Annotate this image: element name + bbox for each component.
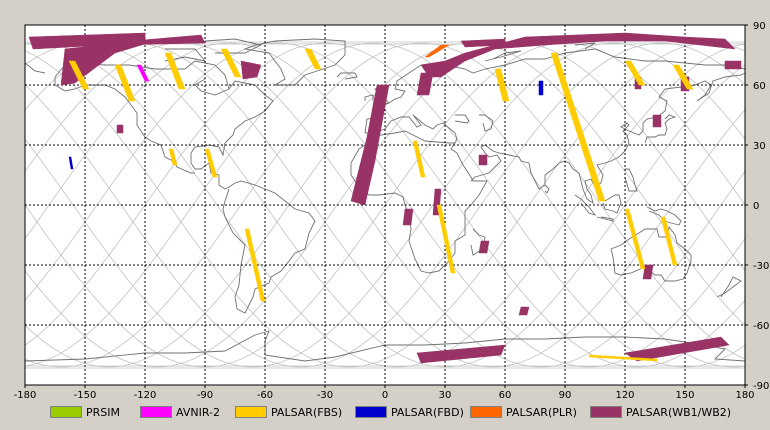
wb-russia-2 <box>460 38 506 48</box>
legend-label-palsar-wb: PALSAR(WB1/WB2) <box>626 405 732 419</box>
legend-item-prsim: PRSIM <box>50 404 120 420</box>
wb-kamchatka <box>724 60 742 70</box>
y-tick-label: 30 <box>753 141 766 152</box>
legend-label-palsar-fbs: PALSAR(FBS) <box>271 405 343 419</box>
wb-alaska-arc <box>84 34 206 46</box>
legend-swatch-palsar-fbs <box>235 406 267 418</box>
wb-australia <box>642 264 654 280</box>
plr-1 <box>424 44 450 58</box>
coastline <box>479 114 494 132</box>
x-tick-label: 180 <box>735 390 754 400</box>
fbs-europe <box>494 68 510 102</box>
wb-scand-2 <box>416 72 434 96</box>
coastline <box>24 62 46 74</box>
coastline <box>602 194 622 214</box>
map-figure: -180 -150 -120 -90 -60 -30 0 30 60 90 120 150 180 90… <box>13 21 770 400</box>
wb-japan <box>652 114 662 128</box>
fbs-africa-2 <box>412 140 426 178</box>
y-tick-label: -60 <box>753 321 769 332</box>
coastline <box>243 38 346 86</box>
wb-atlantic-long <box>350 84 390 206</box>
observation-swaths <box>28 32 742 364</box>
legend-item-palsar-fbs: PALSAR(FBS) <box>235 404 342 420</box>
coastline <box>204 38 263 54</box>
wb-kerguelen <box>518 306 530 316</box>
y-tick-label: -30 <box>753 261 769 272</box>
fbs-antarctic <box>588 354 658 362</box>
legend-label-prsim: PRSIM <box>86 405 120 419</box>
x-tick-label: -150 <box>74 390 97 400</box>
fbs-asia-2 <box>624 60 646 86</box>
x-tick-label: -180 <box>14 390 37 400</box>
x-tick-label: 60 <box>499 390 512 400</box>
legend-swatch-prsim <box>50 406 82 418</box>
fbd-1 <box>68 156 74 170</box>
coastline <box>610 225 692 282</box>
fbs-alaska-2 <box>114 64 136 102</box>
coastline <box>144 136 195 174</box>
longitude-tick-labels: -180 -150 -120 -90 -60 -30 0 30 60 90 120 150 180 <box>14 385 755 400</box>
legend-swatch-palsar-fbd <box>355 406 387 418</box>
y-tick-label: 0 <box>753 201 759 212</box>
coastline <box>596 216 614 222</box>
coastline <box>716 276 742 298</box>
coastline <box>336 72 358 80</box>
wb-pacific-small <box>116 124 124 134</box>
x-tick-label: 150 <box>675 390 694 400</box>
coastline <box>364 94 374 101</box>
wb-africa-1 <box>402 208 414 226</box>
wb-hudson <box>240 60 262 80</box>
x-tick-label: 90 <box>559 390 572 400</box>
coastline <box>484 50 522 62</box>
legend-item-palsar-wb: PALSAR(WB1/WB2) <box>590 404 731 420</box>
y-tick-label: -90 <box>753 381 769 392</box>
x-tick-label: -120 <box>134 390 157 400</box>
coastline <box>574 42 596 50</box>
legend-label-palsar-fbd: PALSAR(FBD) <box>391 405 464 419</box>
legend-item-palsar-plr: PALSAR(PLR) <box>470 404 577 420</box>
fbs-africa <box>436 204 456 274</box>
legend-swatch-avnir2 <box>140 406 172 418</box>
y-tick-label: 60 <box>753 81 766 92</box>
wb-gulf <box>478 154 488 166</box>
coastline <box>54 77 146 138</box>
fbs-australia-2 <box>660 216 678 266</box>
fbs-south-am <box>244 228 266 302</box>
fbs-asia-1 <box>550 52 606 202</box>
legend-label-palsar-plr: PALSAR(PLR) <box>506 405 577 419</box>
fbd-2 <box>538 80 544 96</box>
y-tick-label: 90 <box>753 21 766 32</box>
wb-madagascar <box>478 240 490 254</box>
fbs-australia <box>624 208 646 270</box>
coastline <box>190 80 316 314</box>
legend: PRSIM AVNIR-2 PALSAR(FBS) PALSAR(FBD) PA… <box>0 400 770 424</box>
legend-item-palsar-fbd: PALSAR(FBD) <box>355 404 464 420</box>
x-tick-label: -30 <box>317 390 333 400</box>
x-tick-label: -90 <box>197 390 213 400</box>
fbs-canada-2 <box>220 48 242 78</box>
fbs-canada-1 <box>164 52 186 90</box>
fbs-asia-3 <box>672 64 694 90</box>
coastline <box>644 114 677 144</box>
x-tick-label: -60 <box>257 390 273 400</box>
fbs-greenland <box>304 48 322 70</box>
x-tick-label: 0 <box>382 390 388 400</box>
fbs-usa-1 <box>168 148 178 166</box>
coastline <box>454 114 470 124</box>
x-tick-label: 120 <box>615 390 634 400</box>
legend-swatch-palsar-plr <box>470 406 502 418</box>
fbs-alaska-1 <box>68 60 90 90</box>
wb-antarctic-1 <box>416 344 506 364</box>
coastline <box>544 184 550 194</box>
fbs-usa-2 <box>204 148 218 178</box>
x-tick-label: 30 <box>439 390 452 400</box>
avnir-1 <box>136 64 150 82</box>
legend-label-avnir2: AVNIR-2 <box>176 405 220 419</box>
coastline <box>624 168 638 192</box>
legend-swatch-palsar-wb <box>590 406 622 418</box>
coastline <box>574 194 597 216</box>
legend-item-avnir2: AVNIR-2 <box>140 404 220 420</box>
